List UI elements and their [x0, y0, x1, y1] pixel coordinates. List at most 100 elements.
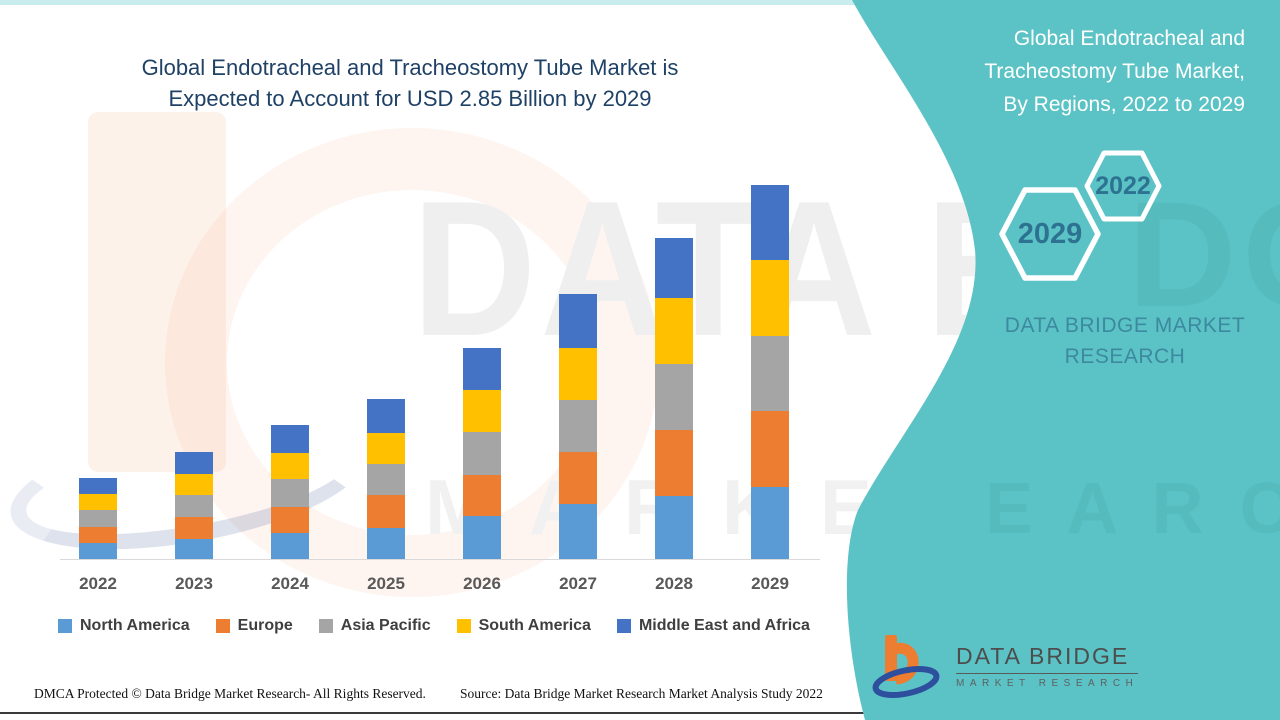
bar-segment-2024-asia-pacific: [271, 479, 309, 507]
panel-heading: Global Endotracheal and Tracheostomy Tub…: [915, 22, 1245, 121]
bar-segment-2023-middle-east-and-africa: [175, 452, 213, 474]
bar-segment-2022-asia-pacific: [79, 510, 117, 527]
chart-legend: North America Europe Asia Pacific South Ame…: [58, 617, 810, 635]
legend-label-europe: Europe: [237, 617, 293, 634]
x-axis-label-2022: 2022: [79, 574, 117, 593]
hexagon-2029-outline: [999, 187, 1101, 281]
x-axis-label-2026: 2026: [463, 574, 501, 593]
x-axis-label-2024: 2024: [271, 574, 309, 593]
bar-segment-2029-asia-pacific: [751, 336, 789, 411]
bar-segment-2028-middle-east-and-africa: [655, 238, 693, 298]
bar-segment-2022-south-america: [79, 494, 117, 510]
bar-segment-2024-middle-east-and-africa: [271, 425, 309, 453]
bar-segment-2027-middle-east-and-africa: [559, 294, 597, 348]
bar-segment-2025-south-america: [367, 433, 405, 464]
bar-2029: [751, 185, 789, 559]
panel-brand-line1: DATA BRIDGE MARKET: [1004, 314, 1246, 337]
hexagon-2022-label: 2022: [1095, 171, 1151, 200]
bar-segment-2029-europe: [751, 411, 789, 487]
legend-label-asia-pacific: Asia Pacific: [340, 617, 431, 634]
footer-dmca-text: DMCA Protected © Data Bridge Market Rese…: [34, 686, 426, 701]
top-accent-strip: [0, 0, 1280, 5]
x-axis-labels: 2022 2023 2024 2025 2026 2027 2028 2029: [60, 574, 820, 598]
bar-segment-2026-middle-east-and-africa: [463, 348, 501, 390]
bar-2028: [655, 238, 693, 559]
hexagon-2029: 2029: [998, 186, 1102, 282]
bar-segment-2027-north-america: [559, 504, 597, 559]
x-axis-label-2023: 2023: [175, 574, 213, 593]
chart-title-line1: Global Endotracheal and Tracheostomy Tub…: [141, 55, 679, 80]
bar-segment-2023-europe: [175, 517, 213, 539]
bar-segment-2027-asia-pacific: [559, 400, 597, 452]
bar-segment-2027-europe: [559, 452, 597, 504]
chart-title: Global Endotracheal and Tracheostomy Tub…: [60, 52, 760, 114]
bar-segment-2022-europe: [79, 527, 117, 543]
x-axis-label-2025: 2025: [367, 574, 405, 593]
bar-segment-2029-south-america: [751, 260, 789, 336]
bar-segment-2024-north-america: [271, 533, 309, 559]
bar-segment-2026-asia-pacific: [463, 432, 501, 475]
legend-item-europe: Europe: [215, 617, 293, 635]
x-axis-label-2029: 2029: [751, 574, 789, 593]
bar-segment-2026-south-america: [463, 390, 501, 432]
legend-label-south-america: South America: [478, 617, 591, 634]
bar-2027: [559, 294, 597, 559]
bar-segment-2028-north-america: [655, 496, 693, 559]
legend-item-middle-east-and-africa: Middle East and Africa: [616, 617, 810, 635]
bar-segment-2028-south-america: [655, 298, 693, 364]
bar-segment-2025-north-america: [367, 528, 405, 559]
bar-2022: [79, 478, 117, 559]
bar-segment-2029-middle-east-and-africa: [751, 185, 789, 260]
bar-2024: [271, 425, 309, 559]
panel-heading-line2: Tracheostomy Tube Market,: [984, 60, 1245, 83]
bar-2023: [175, 452, 213, 559]
databridge-logo-icon: [872, 635, 940, 698]
bottom-divider-line: [0, 712, 1280, 714]
bar-segment-2028-europe: [655, 430, 693, 496]
legend-item-asia-pacific: Asia Pacific: [318, 617, 431, 635]
bar-segment-2025-europe: [367, 495, 405, 528]
bar-segment-2023-north-america: [175, 539, 213, 559]
bar-segment-2022-middle-east-and-africa: [79, 478, 117, 494]
hexagon-2022-outline: [1084, 150, 1162, 222]
legend-label-middle-east-and-africa: Middle East and Africa: [638, 617, 810, 634]
legend-label-north-america: North America: [80, 617, 190, 634]
bar-segment-2022-north-america: [79, 543, 117, 559]
teal-panel-path: [846, 0, 1280, 720]
legend-swatch-south-america: [456, 619, 471, 633]
bar-segment-2024-south-america: [271, 453, 309, 479]
bar-2025: [367, 399, 405, 559]
panel-brand-text: DATA BRIDGE MARKET RESEARCH: [975, 310, 1275, 372]
bar-segment-2023-south-america: [175, 474, 213, 495]
panel-heading-line3: By Regions, 2022 to 2029: [1003, 93, 1245, 116]
legend-swatch-north-america: [58, 619, 72, 633]
legend-item-north-america: North America: [58, 617, 190, 635]
bar-segment-2025-asia-pacific: [367, 464, 405, 495]
logo-title: DATA BRIDGE: [956, 643, 1139, 674]
logo-subtitle: MARKET RESEARCH: [956, 678, 1139, 689]
databridge-logo-text: DATA BRIDGE MARKET RESEARCH: [956, 643, 1139, 689]
bar-segment-2026-europe: [463, 475, 501, 516]
x-axis-label-2028: 2028: [655, 574, 693, 593]
panel-brand-line2: RESEARCH: [1064, 345, 1186, 368]
bar-segment-2026-north-america: [463, 516, 501, 559]
bar-segment-2023-asia-pacific: [175, 495, 213, 517]
chart-plot-area: [60, 179, 820, 560]
footer-source-text: Source: Data Bridge Market Research Mark…: [460, 686, 823, 701]
bar-segment-2024-europe: [271, 507, 309, 533]
bar-segment-2029-north-america: [751, 487, 789, 559]
legend-swatch-europe: [215, 619, 230, 633]
bar-segment-2025-middle-east-and-africa: [367, 399, 405, 433]
legend-swatch-middle-east-and-africa: [616, 619, 631, 633]
databridge-logo: DATA BRIDGE MARKET RESEARCH: [866, 633, 1139, 699]
bar-segment-2027-south-america: [559, 348, 597, 400]
legend-item-south-america: South America: [456, 617, 591, 635]
bar-2026: [463, 348, 501, 559]
hexagon-2029-label: 2029: [1017, 217, 1083, 250]
chart-title-line2: Expected to Account for USD 2.85 Billion…: [168, 86, 652, 111]
panel-heading-line1: Global Endotracheal and: [1013, 27, 1245, 50]
hexagon-2022: 2022: [1084, 150, 1162, 222]
bar-segment-2028-asia-pacific: [655, 364, 693, 430]
